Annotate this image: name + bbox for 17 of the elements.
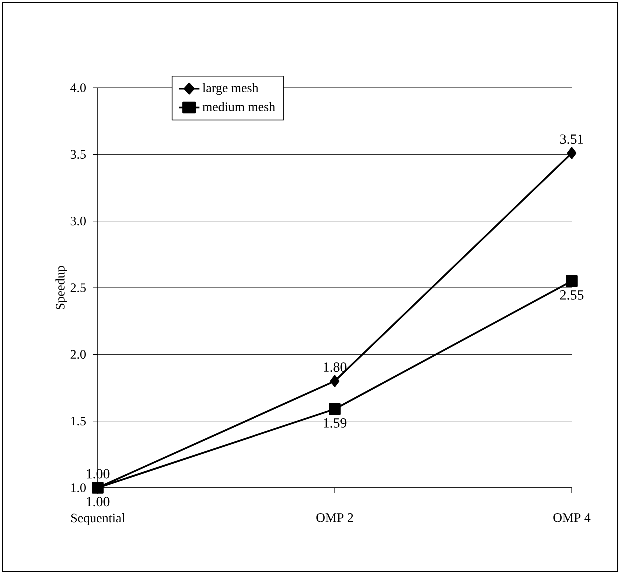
data-label: 3.51 bbox=[560, 134, 584, 144]
y-tick-label: 2.5 bbox=[70, 284, 86, 292]
y-tick-label: 1.0 bbox=[71, 484, 86, 492]
y-tick-label: 3.0 bbox=[70, 216, 86, 226]
y-tick-label: 2.0 bbox=[70, 350, 86, 360]
y-tick-label: 3.5 bbox=[70, 150, 86, 160]
data-label: 1.80 bbox=[324, 362, 347, 372]
y-tick-label: 1.5 bbox=[71, 416, 86, 426]
x-tick-label: OMP 4 bbox=[554, 514, 591, 522]
y-tick-label: 4.0 bbox=[70, 84, 86, 92]
data-label: 2.55 bbox=[560, 290, 584, 300]
data-label: 1.00 bbox=[87, 497, 110, 507]
x-tick-label: OMP 2 bbox=[316, 514, 354, 522]
x-tick-label: Sequential bbox=[72, 514, 126, 526]
y-axis-title: Speedup bbox=[56, 266, 68, 310]
legend-label: medium mesh bbox=[202, 102, 276, 112]
legend-label: large mesh bbox=[202, 83, 259, 96]
